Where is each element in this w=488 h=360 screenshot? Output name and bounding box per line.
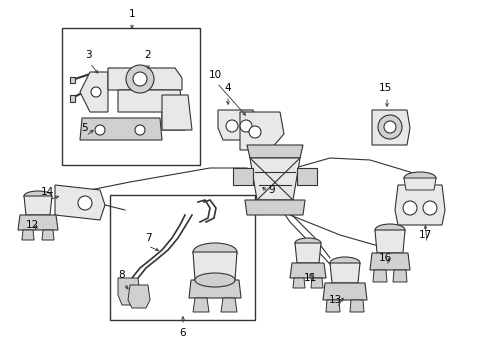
Polygon shape <box>162 95 192 130</box>
Text: 8: 8 <box>119 270 125 280</box>
Polygon shape <box>294 243 320 263</box>
Bar <box>110 195 254 320</box>
Circle shape <box>402 201 416 215</box>
Circle shape <box>240 120 251 132</box>
Polygon shape <box>371 110 409 145</box>
Circle shape <box>377 115 401 139</box>
Text: 5: 5 <box>81 123 87 133</box>
Polygon shape <box>372 270 386 282</box>
Polygon shape <box>369 253 409 270</box>
Polygon shape <box>289 263 325 278</box>
Text: 7: 7 <box>144 233 151 243</box>
Polygon shape <box>240 112 284 150</box>
Text: 11: 11 <box>303 273 316 283</box>
Text: 17: 17 <box>418 230 431 240</box>
Text: 12: 12 <box>25 220 39 230</box>
Text: 4: 4 <box>224 83 231 93</box>
Polygon shape <box>70 77 75 83</box>
Ellipse shape <box>195 273 235 287</box>
Circle shape <box>91 87 101 97</box>
Text: 10: 10 <box>208 70 221 80</box>
Text: 1: 1 <box>128 9 135 19</box>
Text: 15: 15 <box>378 83 391 93</box>
Bar <box>62 28 200 165</box>
Polygon shape <box>80 118 162 140</box>
Polygon shape <box>189 280 241 298</box>
Polygon shape <box>325 300 339 312</box>
Circle shape <box>248 126 261 138</box>
Ellipse shape <box>329 257 359 269</box>
Polygon shape <box>80 72 108 112</box>
Polygon shape <box>108 68 182 90</box>
Polygon shape <box>374 230 404 253</box>
Circle shape <box>95 125 105 135</box>
Polygon shape <box>349 300 363 312</box>
Circle shape <box>422 201 436 215</box>
Polygon shape <box>70 95 75 102</box>
Text: 2: 2 <box>144 50 151 60</box>
Polygon shape <box>221 298 237 312</box>
Circle shape <box>225 120 238 132</box>
Circle shape <box>133 72 147 86</box>
Polygon shape <box>193 298 208 312</box>
Text: 14: 14 <box>41 187 54 197</box>
Polygon shape <box>329 263 359 283</box>
Polygon shape <box>42 230 54 240</box>
Circle shape <box>383 121 395 133</box>
Ellipse shape <box>403 172 435 184</box>
Polygon shape <box>24 196 52 215</box>
Polygon shape <box>218 110 256 140</box>
Text: 9: 9 <box>268 185 275 195</box>
Polygon shape <box>323 283 366 300</box>
Text: 3: 3 <box>84 50 91 60</box>
Polygon shape <box>246 145 303 158</box>
Ellipse shape <box>24 191 52 201</box>
Polygon shape <box>118 90 184 130</box>
Polygon shape <box>118 278 140 305</box>
Text: 13: 13 <box>328 295 341 305</box>
Ellipse shape <box>294 238 320 248</box>
Polygon shape <box>310 278 323 288</box>
Polygon shape <box>292 278 305 288</box>
Polygon shape <box>403 178 435 190</box>
Circle shape <box>78 196 92 210</box>
Polygon shape <box>394 185 444 225</box>
Polygon shape <box>244 200 305 215</box>
Polygon shape <box>249 158 299 200</box>
Circle shape <box>135 125 145 135</box>
Polygon shape <box>296 168 316 185</box>
Polygon shape <box>18 215 58 230</box>
Ellipse shape <box>193 243 237 261</box>
Text: 6: 6 <box>179 328 186 338</box>
Polygon shape <box>128 285 150 308</box>
Text: 16: 16 <box>378 253 391 263</box>
Polygon shape <box>193 252 237 280</box>
Circle shape <box>126 65 154 93</box>
Polygon shape <box>22 230 34 240</box>
Polygon shape <box>232 168 252 185</box>
Polygon shape <box>392 270 406 282</box>
Polygon shape <box>55 185 105 220</box>
Ellipse shape <box>374 224 404 236</box>
